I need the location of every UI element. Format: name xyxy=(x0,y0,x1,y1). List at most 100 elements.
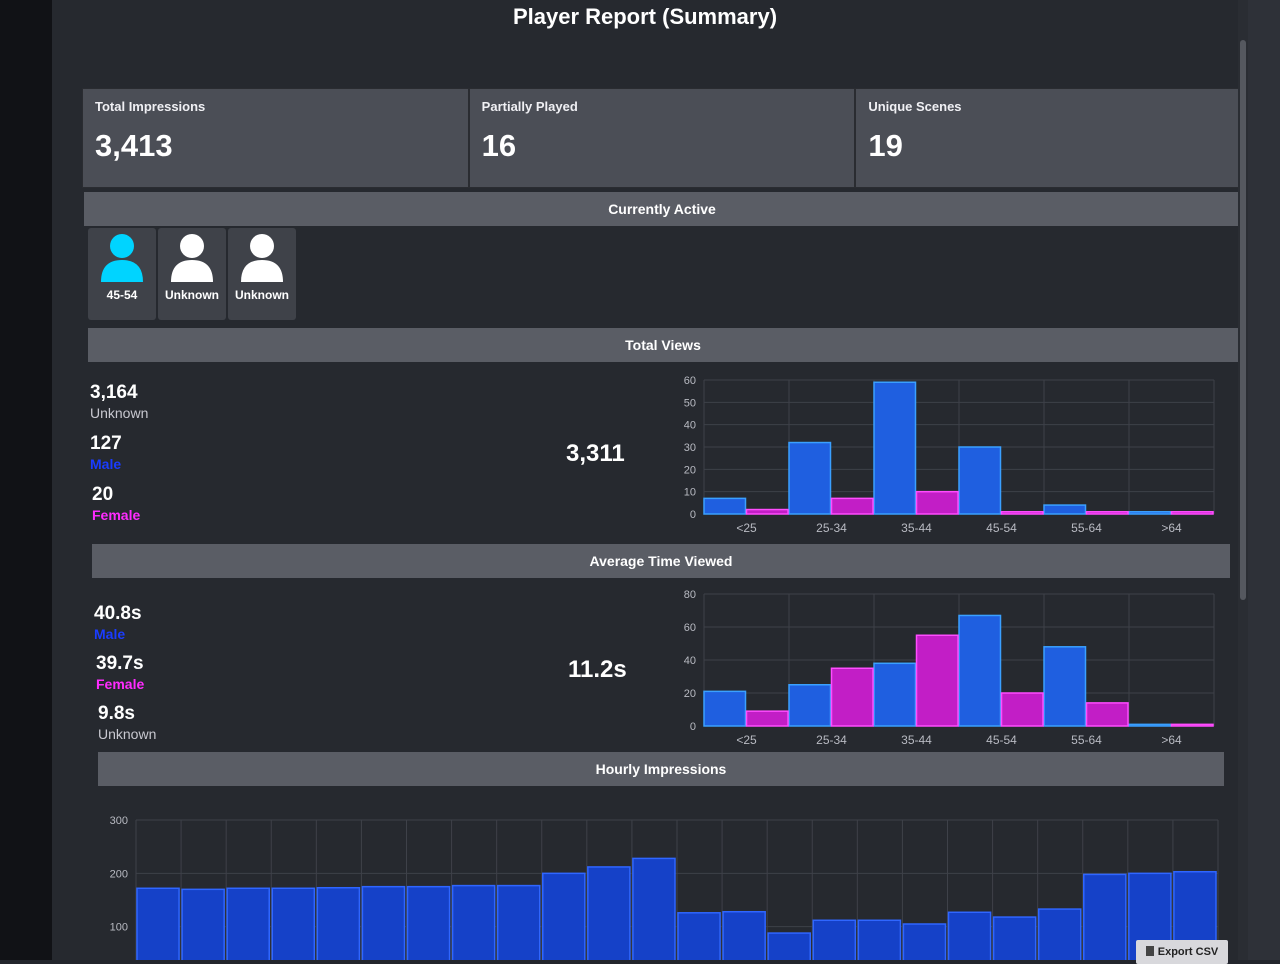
total-views-chart: 0 10 20 30 40 50 60 <25 25-34 35-44 45-54 55-64 >64 xyxy=(684,375,1215,535)
active-viewer-card[interactable]: Unknown xyxy=(228,228,296,320)
y-tick-label: 60 xyxy=(684,375,696,387)
person-icon xyxy=(101,234,143,282)
bar xyxy=(496,884,541,960)
x-tick-label: 25-34 xyxy=(816,521,847,535)
bar xyxy=(722,910,766,960)
screen-bezel-left xyxy=(0,0,52,960)
average-time-chart: 0 20 40 60 80 <25 25-34 35-44 45-54 55-64 >64 xyxy=(684,589,1215,747)
x-tick-label: 25-34 xyxy=(816,733,847,747)
bar xyxy=(703,497,747,515)
y-tick-label: 0 xyxy=(690,509,696,521)
stat-total-impressions: Total Impressions 3,413 xyxy=(82,88,469,188)
bar xyxy=(1170,511,1214,515)
bar xyxy=(316,886,361,960)
bar xyxy=(1128,511,1172,515)
person-icon xyxy=(171,234,213,282)
y-tick-label: 60 xyxy=(684,622,696,634)
bar xyxy=(745,508,789,515)
y-tick-label: 40 xyxy=(684,655,696,667)
x-tick-label: 45-54 xyxy=(986,521,1017,535)
views-female-value: 20 xyxy=(92,484,114,505)
y-tick-label: 30 xyxy=(684,442,696,454)
bar xyxy=(406,885,451,960)
views-unknown-value: 3,164 xyxy=(90,382,138,403)
bar xyxy=(947,911,992,960)
bar xyxy=(902,923,947,960)
bar xyxy=(1083,873,1127,960)
bar xyxy=(1085,511,1129,515)
section-total-views: Total Views xyxy=(88,328,1238,362)
x-tick-label: <25 xyxy=(736,733,757,747)
y-tick-label: 300 xyxy=(110,815,128,827)
views-unknown-label: Unknown xyxy=(90,405,149,421)
y-tick-label: 50 xyxy=(684,397,696,409)
bar xyxy=(915,490,959,515)
bar xyxy=(136,887,180,960)
y-tick-label: 10 xyxy=(684,487,696,499)
bar xyxy=(873,662,917,727)
y-tick-label: 0 xyxy=(690,721,696,733)
avg-time-female-label: Female xyxy=(96,676,145,692)
bar xyxy=(1037,908,1082,960)
active-viewer-card[interactable]: 45-54 xyxy=(88,228,156,320)
bar xyxy=(1000,511,1044,515)
y-tick-label: 80 xyxy=(684,589,696,601)
stat-label: Unique Scenes xyxy=(868,99,962,114)
bar xyxy=(703,690,747,727)
scrollbar-thumb[interactable] xyxy=(1240,40,1246,600)
x-tick-label: 35-44 xyxy=(901,733,932,747)
active-viewers: 45-54 Unknown Unknown xyxy=(88,228,296,320)
file-icon xyxy=(1145,946,1154,956)
avg-time-female: 39.7s Female xyxy=(96,653,144,692)
bar xyxy=(1043,504,1087,515)
x-tick-label: <25 xyxy=(736,521,757,535)
bar xyxy=(1128,723,1172,727)
avg-time-male: 40.8s Male xyxy=(94,603,142,642)
stat-value: 19 xyxy=(868,128,903,163)
stat-unique-scenes: Unique Scenes 19 xyxy=(855,88,1243,188)
avg-time-female-value: 39.7s xyxy=(96,653,144,674)
viewer-age-label: 45-54 xyxy=(106,288,138,302)
y-tick-label: 200 xyxy=(110,868,128,880)
avg-time-total-value: 11.2s xyxy=(568,656,627,683)
bar xyxy=(632,857,676,960)
bar xyxy=(745,710,789,727)
bar xyxy=(830,667,874,727)
views-male: 127 Male xyxy=(90,433,122,472)
total-views-value: 3,311 xyxy=(566,440,625,467)
views-male-value: 127 xyxy=(90,433,122,454)
views-unknown: 3,164 Unknown xyxy=(90,382,148,421)
bar xyxy=(788,441,832,515)
screen-bezel-right xyxy=(1248,0,1280,960)
bar xyxy=(451,884,496,960)
bar xyxy=(677,912,721,960)
section-average-time-viewed: Average Time Viewed xyxy=(92,544,1230,578)
export-csv-button[interactable]: Export CSV xyxy=(1136,940,1228,964)
bar xyxy=(915,634,959,727)
section-hourly-impressions: Hourly Impressions xyxy=(98,752,1224,786)
bar xyxy=(857,919,902,960)
bar xyxy=(830,497,874,515)
bar xyxy=(1170,723,1214,727)
viewer-age-label: Unknown xyxy=(235,288,289,302)
bar xyxy=(361,885,406,960)
views-female: 20 Female xyxy=(92,484,140,523)
x-tick-label: 45-54 xyxy=(986,733,1017,747)
stat-label: Total Impressions xyxy=(95,99,206,114)
x-tick-label: >64 xyxy=(1161,521,1182,535)
stat-partially-played: Partially Played 16 xyxy=(468,88,856,188)
y-tick-label: 20 xyxy=(684,688,696,700)
bar xyxy=(788,684,832,727)
active-viewer-card[interactable]: Unknown xyxy=(158,228,226,320)
stat-value: 3,413 xyxy=(95,128,173,163)
bar xyxy=(1085,702,1129,727)
bar xyxy=(767,932,812,960)
report-page: Player Report (Summary) Total Impression… xyxy=(52,0,1243,964)
section-currently-active: Currently Active xyxy=(84,192,1240,226)
avg-time-unknown-label: Unknown xyxy=(98,726,157,742)
bar xyxy=(1043,646,1087,727)
bar xyxy=(542,872,586,960)
hourly-impressions-chart: 0100200300 xyxy=(110,815,1219,960)
avg-time-male-value: 40.8s xyxy=(94,603,142,624)
person-icon xyxy=(241,234,283,282)
